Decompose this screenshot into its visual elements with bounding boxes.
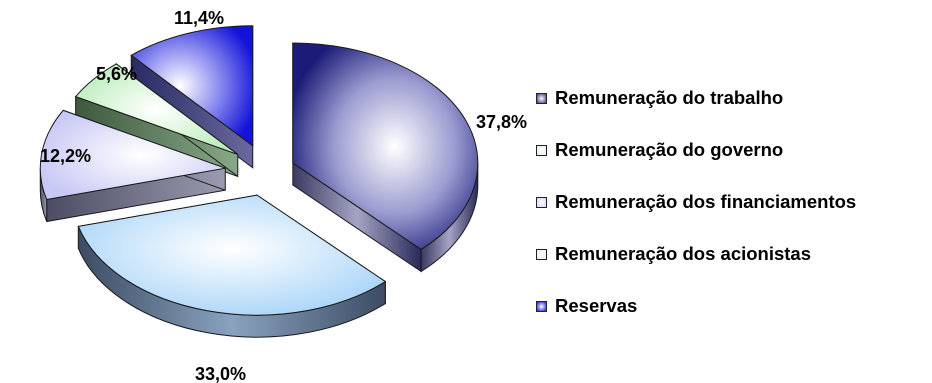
legend-item-1: Remuneração do governo <box>536 138 783 162</box>
pie-slice-top-0 <box>292 42 479 251</box>
legend-swatch-3 <box>536 248 547 260</box>
data-label-4: 11,4% <box>174 8 224 28</box>
legend-swatch-2 <box>536 196 547 208</box>
legend-swatch-1 <box>536 144 547 156</box>
legend-label-1: Remuneração do governo <box>555 139 784 160</box>
legend-swatch-0 <box>536 92 547 104</box>
legend-item-3: Remuneração dos acionistas <box>536 242 811 266</box>
data-label-1: 33,0% <box>195 364 246 383</box>
data-label-2: 12,2% <box>40 146 91 166</box>
legend-label-2: Remuneração dos financiamentos <box>555 191 857 212</box>
pie-slice-0 <box>292 42 479 273</box>
pie-slice-top-3 <box>74 63 239 155</box>
pie-slice-top-1 <box>77 194 387 316</box>
legend-item-2: Remuneração dos financiamentos <box>536 190 856 214</box>
legend-swatch-4 <box>536 300 547 312</box>
legend-label-4: Reservas <box>555 295 638 316</box>
legend-label-3: Remuneração dos acionistas <box>555 243 812 264</box>
pie-slice-top-4 <box>130 25 254 147</box>
data-label-0: 37,8% <box>476 112 527 132</box>
pie-slice-4 <box>130 25 254 169</box>
data-label-3: 5,6% <box>96 64 137 84</box>
pie-slice-2 <box>39 109 228 223</box>
legend-item-0: Remuneração do trabalho <box>536 86 783 110</box>
legend-item-4: Reservas <box>536 294 637 318</box>
pie-slice-top-2 <box>39 109 228 201</box>
legend-label-0: Remuneração do trabalho <box>555 87 784 108</box>
pie-slice-1 <box>77 194 387 338</box>
